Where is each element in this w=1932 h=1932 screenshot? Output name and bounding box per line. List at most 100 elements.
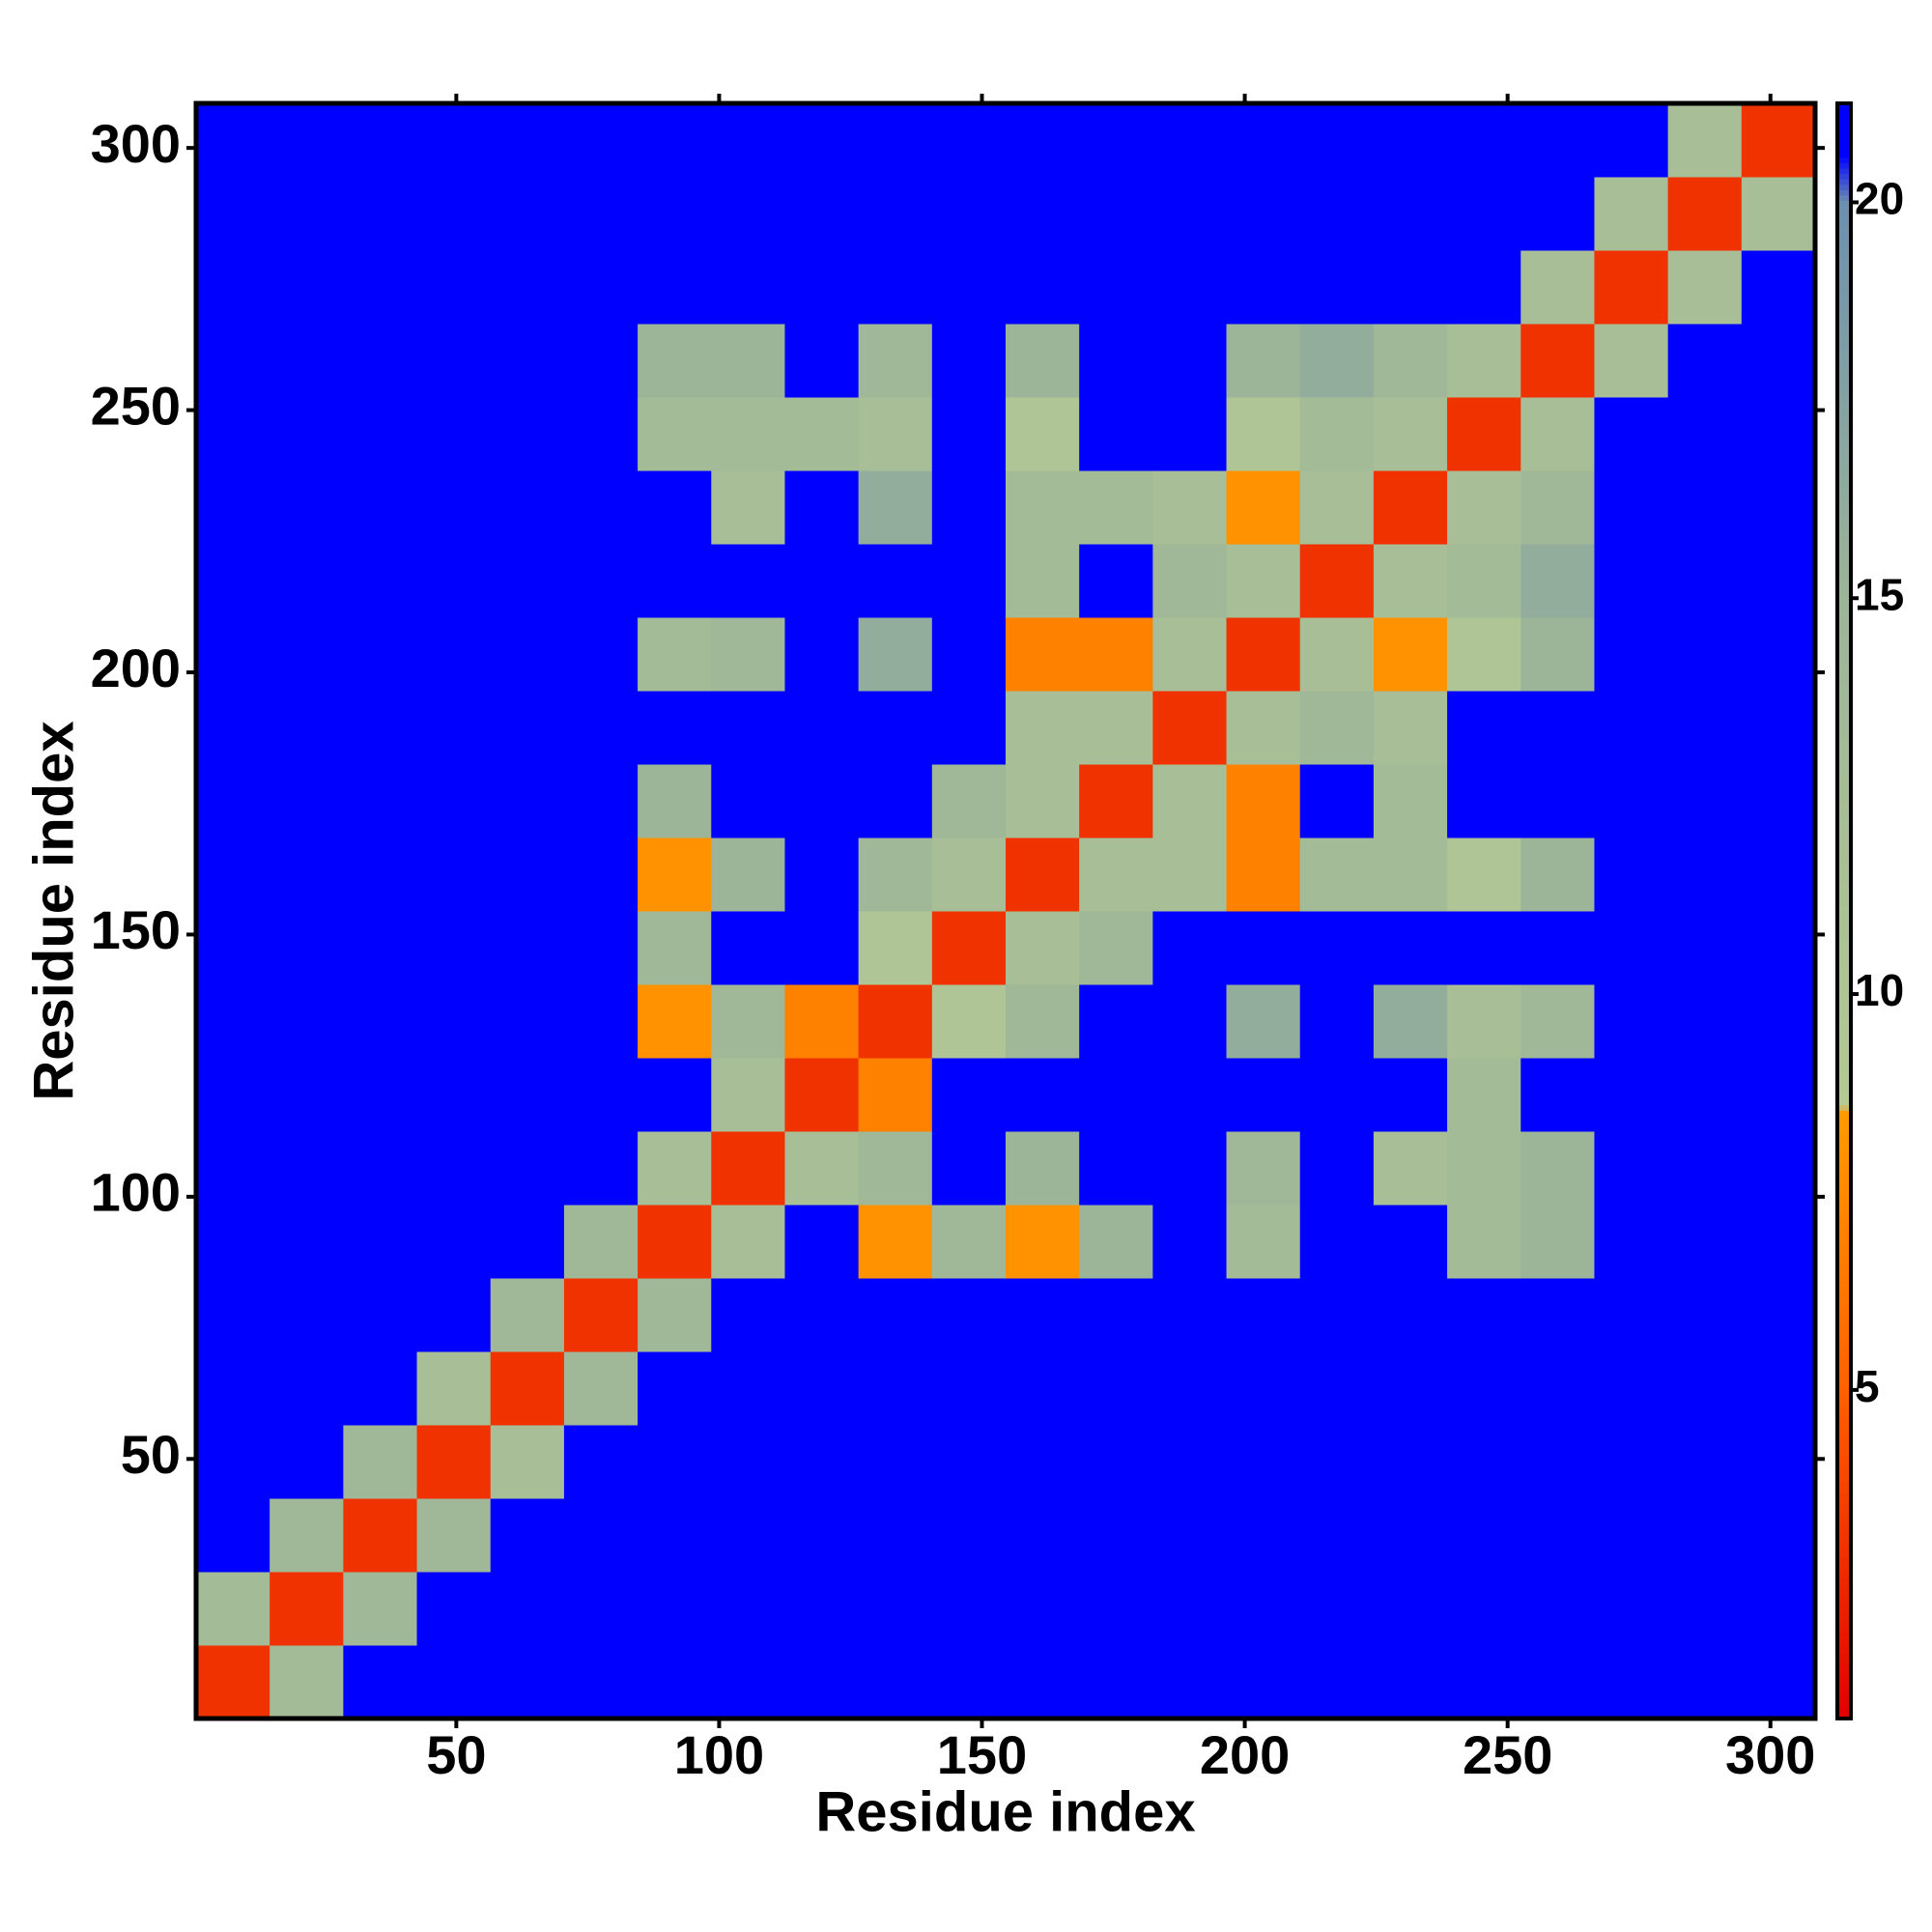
colorbar-step bbox=[1837, 1265, 1851, 1273]
heatmap-cell bbox=[1594, 1278, 1669, 1352]
heatmap-cell bbox=[638, 1425, 712, 1499]
heatmap-cell bbox=[416, 1058, 492, 1132]
heatmap-cell bbox=[711, 250, 785, 325]
heatmap-cell bbox=[638, 103, 712, 178]
colorbar-step bbox=[1837, 152, 1851, 158]
heatmap-cell bbox=[270, 911, 344, 985]
colorbar-step bbox=[1837, 480, 1851, 487]
colorbar-step bbox=[1837, 846, 1851, 853]
heatmap-cell bbox=[711, 1058, 785, 1132]
heatmap-cell bbox=[1079, 1498, 1153, 1573]
colorbar-step bbox=[1837, 1583, 1851, 1590]
heatmap-cell bbox=[1079, 397, 1153, 471]
heatmap-cell bbox=[1373, 544, 1448, 618]
colorbar-step bbox=[1837, 636, 1851, 642]
heatmap-cell bbox=[490, 1351, 565, 1426]
heatmap-cell bbox=[1520, 1425, 1595, 1499]
heatmap-cell bbox=[196, 103, 270, 178]
heatmap-cell bbox=[1667, 764, 1743, 838]
heatmap-cell bbox=[416, 1572, 492, 1646]
heatmap-cell bbox=[931, 984, 1007, 1059]
heatmap-cell bbox=[858, 838, 933, 912]
heatmap-cell bbox=[1299, 1205, 1375, 1279]
heatmap-cell bbox=[1226, 1351, 1301, 1426]
heatmap-cell bbox=[638, 1131, 712, 1206]
colorbar-step bbox=[1837, 135, 1851, 142]
heatmap-cell bbox=[416, 984, 492, 1059]
colorbar-step bbox=[1837, 964, 1851, 971]
heatmap-cell bbox=[563, 544, 639, 618]
colorbar-step bbox=[1837, 792, 1851, 799]
heatmap-cell bbox=[784, 1205, 860, 1279]
colorbar-step bbox=[1837, 1556, 1851, 1563]
heatmap-cell bbox=[563, 1205, 639, 1279]
colorbar-step bbox=[1837, 345, 1851, 352]
colorbar-step bbox=[1837, 1696, 1851, 1703]
heatmap-cell bbox=[1006, 397, 1080, 471]
colorbar-step bbox=[1837, 1497, 1851, 1504]
heatmap-cell bbox=[563, 764, 639, 838]
heatmap-cell bbox=[858, 617, 933, 692]
colorbar-step bbox=[1837, 1567, 1851, 1575]
colorbar-step bbox=[1837, 156, 1851, 163]
heatmap-cell bbox=[784, 1131, 860, 1206]
heatmap-cell bbox=[490, 1278, 565, 1352]
heatmap-cell bbox=[1667, 324, 1743, 398]
heatmap-cell bbox=[1226, 1131, 1301, 1206]
heatmap-cell bbox=[1447, 1351, 1521, 1426]
heatmap-cell bbox=[1299, 1425, 1375, 1499]
heatmap-cell bbox=[343, 1205, 418, 1279]
colorbar-step bbox=[1837, 1088, 1851, 1095]
heatmap-cell bbox=[270, 691, 344, 765]
heatmap-cell bbox=[1667, 470, 1743, 545]
heatmap-cell bbox=[711, 1498, 785, 1573]
heatmap-cell bbox=[1594, 691, 1669, 765]
colorbar-step bbox=[1837, 1018, 1851, 1025]
colorbar-step bbox=[1837, 867, 1851, 874]
heatmap-cell bbox=[638, 1351, 712, 1426]
colorbar-step bbox=[1837, 405, 1851, 412]
heatmap-cell bbox=[1006, 691, 1080, 765]
colorbar-step bbox=[1837, 1621, 1851, 1628]
heatmap-cell bbox=[638, 1498, 712, 1573]
heatmap-cell bbox=[1741, 1645, 1816, 1719]
colorbar-step bbox=[1837, 205, 1851, 213]
heatmap-cell bbox=[1667, 544, 1743, 618]
heatmap-cell bbox=[1667, 1205, 1743, 1279]
colorbar-step bbox=[1837, 813, 1851, 820]
heatmap-cell bbox=[1447, 1205, 1521, 1279]
heatmap-cell bbox=[1667, 1058, 1743, 1132]
colorbar-step bbox=[1837, 1675, 1851, 1682]
heatmap-cell bbox=[638, 984, 712, 1059]
x-tick-label: 300 bbox=[1725, 1724, 1815, 1785]
colorbar-step bbox=[1837, 884, 1851, 891]
heatmap-cell bbox=[196, 544, 270, 618]
colorbar-step bbox=[1837, 1121, 1851, 1127]
heatmap-cell bbox=[1299, 1645, 1375, 1719]
heatmap-cell bbox=[1447, 1572, 1521, 1646]
colorbar-step bbox=[1837, 830, 1851, 837]
colorbar-step bbox=[1837, 383, 1851, 389]
colorbar-step bbox=[1837, 1680, 1851, 1688]
heatmap-cell bbox=[343, 1058, 418, 1132]
heatmap-cell bbox=[1373, 1278, 1448, 1352]
heatmap-cell bbox=[931, 544, 1007, 618]
heatmap-cell bbox=[931, 1572, 1007, 1646]
colorbar-step bbox=[1837, 550, 1851, 556]
heatmap-cell bbox=[1520, 397, 1595, 471]
heatmap-cell bbox=[490, 103, 565, 178]
heatmap-cell bbox=[711, 544, 785, 618]
colorbar-step bbox=[1837, 1125, 1851, 1133]
heatmap-cell bbox=[1226, 1645, 1301, 1719]
heatmap-cell bbox=[1006, 1645, 1080, 1719]
heatmap-cell bbox=[931, 397, 1007, 471]
heatmap-cell bbox=[1594, 1425, 1669, 1499]
heatmap-cell bbox=[196, 1645, 270, 1719]
heatmap-cell bbox=[1299, 103, 1375, 178]
heatmap-cell bbox=[1741, 103, 1816, 178]
colorbar-step bbox=[1837, 324, 1851, 330]
heatmap-cell bbox=[270, 397, 344, 471]
heatmap-cell bbox=[711, 1645, 785, 1719]
heatmap-cell bbox=[638, 617, 712, 692]
heatmap-cell bbox=[196, 1572, 270, 1646]
